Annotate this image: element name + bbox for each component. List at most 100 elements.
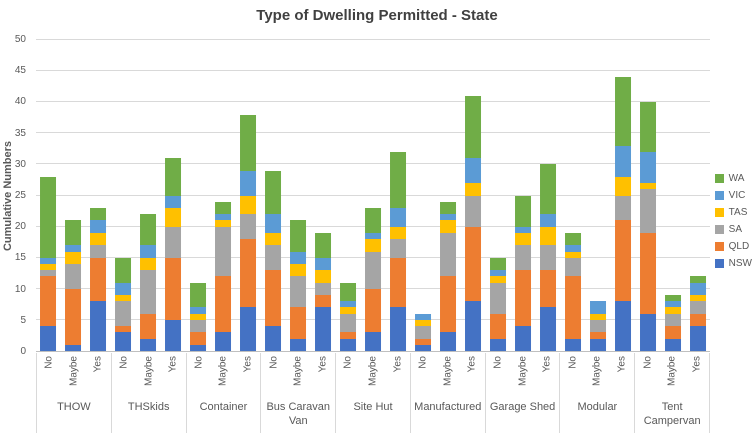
x-tick-slot: Maybe — [660, 353, 685, 399]
bar-segment-wa — [639, 102, 656, 152]
bar-segment-vic — [614, 145, 631, 177]
category-group: No Maybe Yes Modular — [560, 353, 636, 433]
y-axis-tick-label: 30 — [14, 158, 26, 170]
bar-segment-sa — [215, 226, 232, 277]
stacked-bar — [265, 170, 282, 351]
bar-segment-nsw — [589, 338, 606, 351]
x-tick-row: No Maybe Yes — [411, 353, 485, 399]
bar-segment-sa — [165, 226, 182, 258]
legend-label: TAS — [728, 207, 748, 218]
bar-slot — [585, 40, 610, 351]
bar-slot — [435, 40, 460, 351]
bar-segment-vic — [639, 152, 656, 184]
x-tick-row: No Maybe Yes — [187, 353, 261, 399]
stacked-bar — [290, 220, 307, 351]
bar-segment-qld — [290, 307, 307, 339]
bar-segment-wa — [390, 152, 406, 208]
bar-segment-qld — [265, 270, 282, 327]
y-axis-tick-label: 10 — [14, 283, 26, 295]
bar-slot — [236, 40, 261, 351]
category-group: No Maybe Yes Manufactured — [411, 353, 486, 433]
x-axis-tick-label: Yes — [691, 356, 703, 373]
bar-segment-qld — [390, 257, 406, 308]
bar-segment-wa — [215, 201, 232, 215]
bar-group — [111, 40, 186, 351]
bar-segment-vic — [165, 195, 182, 208]
x-tick-slot: Maybe — [436, 353, 461, 399]
bar-segment-wa — [240, 114, 257, 171]
bar-segment-tas — [240, 195, 257, 215]
bar-segment-tas — [639, 183, 656, 190]
bar-segment-vic — [514, 226, 531, 233]
x-axis-tick-label: No — [43, 356, 55, 369]
bar-slot — [610, 40, 635, 351]
category-group: No Maybe Yes THOW — [36, 353, 112, 433]
x-tick-slot: Yes — [311, 353, 336, 399]
x-tick-slot: Maybe — [286, 353, 311, 399]
bar-segment-nsw — [464, 301, 481, 351]
bar-slot — [211, 40, 236, 351]
bar-segment-nsw — [90, 301, 107, 351]
bar-segment-wa — [290, 220, 307, 252]
y-axis-tick-label: 50 — [14, 34, 26, 45]
bar-segment-sa — [439, 232, 456, 277]
stacked-bar — [40, 176, 57, 351]
gridline — [36, 70, 710, 72]
bar-segment-sa — [614, 195, 631, 221]
category-group: No Maybe Yes Tent Campervan — [635, 353, 711, 433]
x-axis-tick-label: No — [567, 356, 579, 369]
x-axis-tick-label: Yes — [541, 356, 553, 373]
bar-segment-sa — [639, 189, 656, 233]
x-axis-tick-label: No — [268, 356, 280, 369]
bar-segment-qld — [190, 332, 207, 345]
stacked-bar — [689, 276, 706, 351]
bar-segment-sa — [115, 301, 132, 327]
x-tick-slot: No — [112, 353, 137, 399]
bar-segment-tas — [390, 226, 406, 240]
group-label: Bus Caravan Van — [266, 401, 331, 427]
bar-slot — [136, 40, 161, 351]
stacked-bar — [489, 257, 506, 351]
bar-segment-nsw — [240, 307, 257, 351]
bar-segment-qld — [439, 276, 456, 333]
bar-segment-tas — [539, 226, 556, 246]
x-axis-labels: No Maybe Yes THOW No Maybe Yes THSkids No Maybe Ye… — [36, 353, 711, 433]
category-group: No Maybe Yes Site Hut — [336, 353, 411, 433]
stacked-bar — [365, 207, 381, 351]
bar-slot — [286, 40, 311, 351]
bar-segment-sa — [589, 319, 606, 333]
x-tick-slot: Maybe — [62, 353, 87, 399]
x-axis-tick-label: Maybe — [143, 356, 155, 387]
legend-item-tas: TAS — [714, 207, 752, 218]
stacked-bar — [664, 295, 681, 351]
x-tick-slot: Maybe — [585, 353, 610, 399]
bar-segment-tas — [190, 313, 207, 320]
bar-segment-sa — [290, 276, 307, 308]
bar-segment-nsw — [390, 307, 406, 351]
bar-segment-tas — [464, 183, 481, 196]
x-tick-slot: No — [560, 353, 585, 399]
bar-group — [36, 40, 111, 351]
x-tick-slot: No — [187, 353, 212, 399]
bar-segment-vic — [689, 282, 706, 296]
x-tick-slot: Yes — [610, 353, 635, 399]
bar-segment-wa — [140, 214, 157, 246]
bar-segment-sa — [365, 251, 381, 289]
bar-segment-qld — [639, 232, 656, 314]
bar-segment-wa — [514, 195, 531, 227]
bar-slot — [361, 40, 386, 351]
bar-segment-qld — [514, 270, 531, 327]
stacked-bar — [315, 232, 332, 351]
bar-segment-tas — [340, 307, 357, 314]
stacked-bar — [414, 313, 431, 351]
bar-segment-vic — [65, 245, 82, 252]
stacked-bar — [65, 220, 82, 351]
group-label: Site Hut — [353, 401, 393, 413]
bar-groups — [36, 40, 710, 351]
x-tick-slot: No — [635, 353, 660, 399]
category-group: No Maybe Yes Garage Shed — [486, 353, 561, 433]
bar-group — [485, 40, 560, 351]
bar-segment-vic — [115, 282, 132, 296]
bar-segment-nsw — [65, 344, 82, 351]
bar-segment-nsw — [215, 332, 232, 351]
